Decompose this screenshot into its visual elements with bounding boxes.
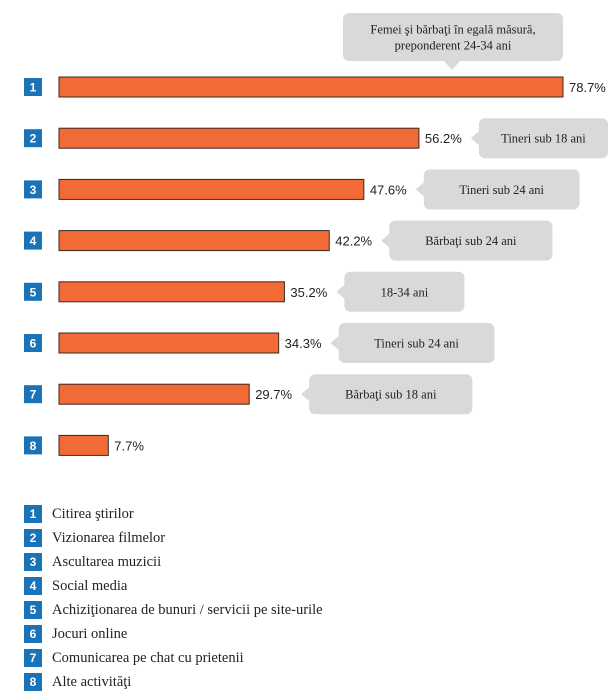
legend: 1 Citirea ştirilor 2 Vizionarea filmelor 3… [24, 502, 323, 694]
value-label: 34.3% [285, 336, 322, 351]
callout-text: preponderent 24-34 ani [395, 39, 512, 53]
value-label: 47.6% [370, 182, 407, 197]
callout-pointer [301, 387, 310, 402]
legend-badge: 1 [24, 505, 42, 523]
legend-label: Alte activităţi [52, 673, 132, 690]
callout-pointer [330, 336, 339, 350]
callout-box [423, 169, 580, 210]
callout-pointer [381, 233, 390, 248]
value-label: 56.2% [425, 131, 462, 146]
callout-text: Tineri sub 18 ani [501, 132, 586, 146]
rank-badge [24, 78, 42, 96]
callout-text: Bărbaţi sub 18 ani [345, 388, 437, 402]
legend-label: Comunicarea pe chat cu prietenii [52, 649, 244, 666]
rank-badge [24, 129, 42, 148]
rank-badge [24, 385, 42, 404]
legend-label: Achiziţionarea de bunuri / servicii pe s… [52, 601, 323, 618]
legend-item: 1 Citirea ştirilor [24, 502, 323, 526]
bar [58, 76, 564, 98]
legend-item: 2 Vizionarea filmelor [24, 526, 323, 550]
value-label: 7.7% [114, 438, 144, 453]
callout-box [344, 271, 465, 312]
legend-item: 4 Social media [24, 574, 323, 598]
legend-badge: 5 [24, 601, 42, 619]
rank-number: 2 [30, 132, 37, 146]
rank-number: 7 [30, 388, 37, 402]
rank-number: 3 [30, 183, 37, 197]
rank-number: 1 [30, 81, 37, 95]
callout-text: Tineri sub 24 ani [374, 337, 459, 351]
rank-number: 6 [30, 337, 37, 351]
rank-badge [24, 334, 42, 352]
value-label: 42.2% [335, 234, 372, 249]
rank-badge [24, 231, 42, 250]
rank-number: 4 [30, 234, 37, 248]
callout: Tineri sub 18 ani [470, 118, 608, 159]
bar [58, 281, 285, 303]
callout: Femei şi bărbaţi în egală măsură, prepond… [343, 13, 563, 70]
callout: Bărbaţi sub 18 ani [301, 374, 473, 415]
legend-item: 5 Achiziţionarea de bunuri / servicii pe … [24, 598, 323, 622]
callout: Tineri sub 24 ani [330, 323, 495, 363]
callout-pointer [444, 61, 460, 70]
legend-item: 8 Alte activităţi [24, 670, 323, 694]
legend-badge: 8 [24, 673, 42, 691]
callout-box [338, 323, 495, 363]
callout-text: Femei şi bărbaţi în egală măsură, [370, 23, 535, 37]
legend-label: Ascultarea muzicii [52, 553, 162, 570]
bar-chart: Femei şi bărbaţi în egală măsură, prepond… [24, 13, 608, 456]
callout: Tineri sub 24 ani [415, 169, 580, 210]
value-label: 35.2% [290, 285, 327, 300]
legend-label: Vizionarea filmelor [52, 529, 166, 546]
value-label: 29.7% [255, 387, 292, 402]
callout-box [389, 220, 553, 261]
callout-text: Bărbaţi sub 24 ani [425, 234, 517, 248]
legend-item: 7 Comunicarea pe chat cu prietenii [24, 646, 323, 670]
callout: Bărbaţi sub 24 ani [381, 220, 553, 261]
rank-number: 8 [30, 439, 37, 453]
legend-label: Citirea ştirilor [52, 505, 134, 522]
legend-badge: 6 [24, 625, 42, 643]
rank-badge [24, 180, 42, 199]
callout-box [343, 13, 563, 61]
callouts-layer: Femei şi bărbaţi în egală măsură, prepond… [301, 13, 608, 415]
rank-badge [24, 436, 42, 455]
callout-text: Tineri sub 24 ani [459, 183, 544, 197]
callout-pointer [336, 284, 345, 299]
callout-box [309, 374, 473, 415]
legend-badge: 7 [24, 649, 42, 667]
rank-number: 5 [30, 285, 37, 299]
callout-box [478, 118, 608, 159]
bar [58, 230, 330, 252]
bar [58, 434, 109, 456]
callout: 18-34 ani [336, 271, 465, 312]
bar [58, 332, 280, 354]
bars-layer: 1 78.7% 2 56.2% 3 47.6% 4 42.2% 5 35.2% 6 34.3% 7 29.… [24, 76, 606, 456]
callout-pointer [470, 131, 479, 146]
legend-label: Jocuri online [52, 625, 128, 642]
legend-badge: 3 [24, 553, 42, 571]
legend-item: 6 Jocuri online [24, 622, 323, 646]
legend-badge: 2 [24, 529, 42, 547]
value-label: 78.7% [569, 80, 606, 95]
bar [58, 178, 365, 200]
bar [58, 127, 420, 149]
bar [58, 383, 250, 405]
legend-label: Social media [52, 577, 128, 594]
callout-pointer [415, 182, 424, 197]
rank-badge [24, 282, 42, 301]
legend-item: 3 Ascultarea muzicii [24, 550, 323, 574]
callout-text: 18-34 ani [381, 285, 429, 299]
legend-badge: 4 [24, 577, 42, 595]
